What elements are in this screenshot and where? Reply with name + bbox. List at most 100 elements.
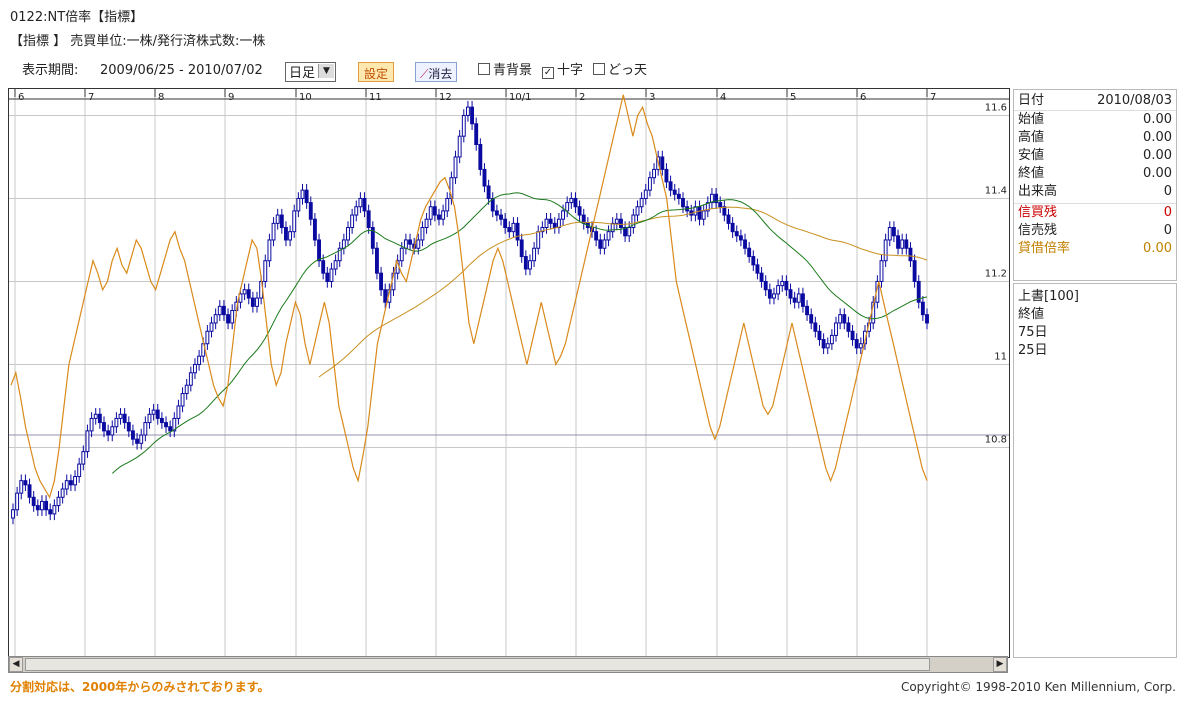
candle (420, 227, 425, 241)
scroll-thumb[interactable] (25, 658, 930, 671)
candle (151, 409, 156, 415)
candle (569, 197, 574, 204)
checkbox-icon (593, 63, 605, 75)
candle (486, 185, 491, 199)
margin-label: 信売残 (1018, 223, 1058, 238)
candle (668, 181, 673, 191)
candle (271, 222, 276, 241)
candle (639, 197, 644, 208)
candle (515, 222, 520, 241)
date-row: 日付 2010/08/03 (1014, 92, 1176, 110)
candle (164, 422, 168, 428)
ma25-line (111, 192, 928, 474)
date-label: 日付 (1018, 93, 1045, 108)
candle (900, 239, 905, 249)
candle (548, 218, 553, 224)
candle (904, 239, 909, 249)
pencil-icon: ⟋ (420, 67, 429, 81)
candle (594, 231, 599, 241)
split-note: 分割対応は、2000年からのみされております。 (10, 680, 270, 694)
candle (784, 280, 789, 291)
candle (528, 260, 532, 270)
interval-select[interactable]: 日足 ▼ (285, 62, 337, 82)
candle (205, 330, 210, 345)
candle (449, 177, 454, 199)
candle (180, 393, 185, 407)
period-value: 2009/06/25 - 2010/07/02 (100, 63, 263, 78)
candle (350, 214, 355, 229)
crosshair-checkbox[interactable]: ✓ 十字 (542, 60, 583, 82)
candle (300, 189, 305, 199)
candle (705, 202, 710, 212)
blue-bg-label: 青背景 (493, 63, 533, 78)
candle (891, 227, 896, 237)
candle (776, 285, 781, 295)
candle (375, 247, 379, 274)
candle (15, 492, 20, 511)
crosshair-label: 十字 (557, 63, 584, 78)
ohlc-row: 終値 0.00 (1014, 165, 1176, 183)
chart-area[interactable]: 6 7 8 9 10 11 12 10/1 2 3 4 5 6 7 11.6 11.4 11.2 11 10.8 (8, 88, 1010, 658)
margin-label: 信買残 (1018, 205, 1058, 220)
candle (896, 235, 900, 249)
candle (879, 260, 884, 282)
candle (226, 314, 230, 324)
candle (627, 227, 632, 237)
candle (267, 239, 272, 262)
overlay-item: 75日 (1018, 325, 1048, 340)
candle (147, 413, 152, 424)
candle (296, 197, 301, 212)
candle (457, 135, 462, 158)
candle (56, 496, 61, 507)
candle (858, 343, 863, 349)
candle (172, 417, 177, 432)
candle (279, 214, 284, 229)
candle (767, 289, 772, 299)
x-tick-label: 6 (18, 92, 24, 103)
ohlc-value: 0.00 (1143, 148, 1172, 163)
candle (333, 260, 338, 270)
clear-button[interactable]: ⟋消去 (415, 62, 458, 82)
candle (792, 297, 797, 303)
candle (631, 214, 636, 229)
candle (825, 343, 830, 349)
candle (730, 222, 735, 233)
candle (85, 430, 90, 453)
candle (23, 480, 28, 486)
candle (126, 422, 131, 432)
blue-bg-checkbox[interactable]: 青背景 (478, 60, 532, 82)
candle (697, 206, 702, 220)
set-button[interactable]: 設定 (358, 62, 395, 82)
chart-scrollbar[interactable]: ◀ ▶ (8, 656, 1008, 673)
scroll-left-icon[interactable]: ◀ (9, 657, 23, 672)
candle (772, 293, 776, 299)
x-tick-label: 4 (720, 92, 726, 103)
ohlc-value: 0.00 (1143, 130, 1172, 145)
dottenten-checkbox[interactable]: どっ天 (593, 60, 647, 82)
candle (110, 426, 115, 436)
candle (362, 197, 367, 212)
candle (312, 218, 317, 241)
candle (482, 168, 487, 187)
checkbox-checked-icon: ✓ (542, 67, 554, 79)
candle (304, 189, 309, 204)
candle (788, 289, 793, 299)
overlay-close-line (10, 94, 928, 499)
candle (246, 289, 251, 299)
candle (358, 197, 363, 208)
candle (284, 227, 288, 241)
candle (519, 239, 524, 258)
candle (552, 222, 557, 229)
ma75-line (318, 206, 928, 378)
scroll-right-icon[interactable]: ▶ (993, 657, 1007, 672)
candle (213, 314, 218, 324)
candle (379, 272, 384, 291)
candle (64, 480, 69, 490)
candle (337, 247, 342, 262)
candle (188, 372, 193, 386)
candle (800, 293, 805, 307)
candle (652, 168, 656, 179)
ohlc-list: 始値 0.00 高値 0.00 安値 0.00 終値 0.00 出来高 0 (1014, 111, 1176, 201)
interval-selected: 日足 (289, 66, 316, 81)
candle (693, 206, 698, 216)
